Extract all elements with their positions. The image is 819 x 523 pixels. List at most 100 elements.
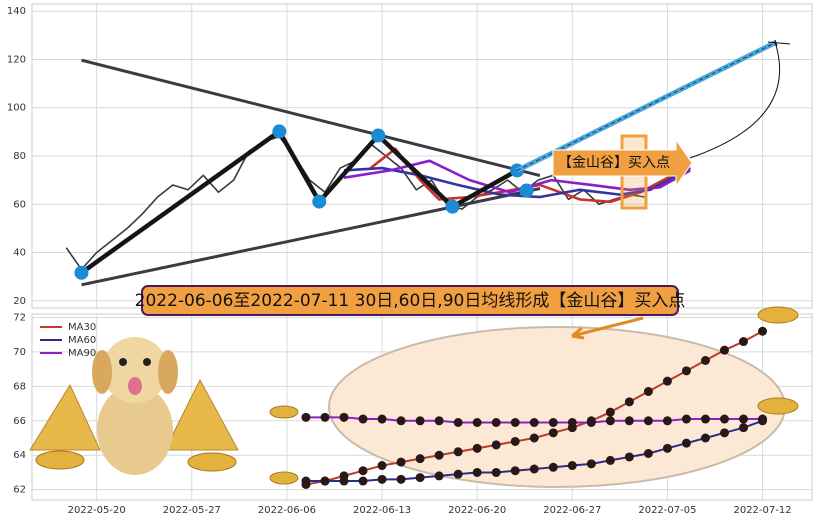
y-tick-label: 68 (13, 381, 26, 392)
buy-callout (552, 138, 693, 188)
ma-point (739, 414, 749, 424)
ma-point (643, 449, 653, 458)
y-tick-label: 72 (13, 312, 26, 323)
y-tick-label: 80 (13, 151, 26, 162)
x-tick-label: 2022-06-20 (448, 505, 506, 516)
ma-point (739, 423, 749, 433)
dog-head (102, 337, 168, 403)
ma-point (529, 464, 539, 474)
ma-point (700, 356, 710, 365)
dog-eye (119, 358, 127, 366)
ma-point (415, 416, 425, 426)
ma-point (358, 466, 368, 476)
x-tick-label: 2022-05-20 (68, 505, 126, 516)
y-tick-label: 60 (13, 199, 26, 210)
trend-line (81, 187, 541, 287)
ma-point (377, 474, 387, 484)
gold-ingot (187, 452, 237, 472)
ma-point (415, 473, 425, 483)
ma-point (339, 412, 349, 422)
ma-point (719, 414, 729, 424)
ma-point (758, 414, 768, 424)
pivot-marker (445, 199, 460, 214)
ma-point (301, 476, 311, 486)
ma-point (377, 414, 387, 424)
x-tick-label: 2022-07-12 (733, 505, 791, 516)
pivot-marker (74, 265, 89, 280)
ma-point (567, 461, 577, 471)
ma-point (548, 418, 558, 427)
y-tick-label: 20 (13, 296, 26, 307)
ma-point (453, 418, 463, 427)
ma-point (339, 476, 349, 486)
ma-point (301, 412, 311, 422)
ma-point (586, 459, 596, 469)
ma-point (624, 397, 634, 407)
ma-point (548, 462, 558, 472)
gold-ingot (757, 306, 799, 324)
trend-line (81, 58, 541, 177)
ma-point (662, 443, 672, 453)
buy-label: 【金山谷】买入点 (558, 155, 670, 171)
ma-point (415, 454, 425, 464)
ma-point (700, 414, 710, 424)
ma-point (662, 416, 672, 426)
ma-point (510, 466, 520, 476)
ma-point (358, 476, 368, 486)
pivot-marker (519, 183, 534, 198)
y-tick-label: 66 (13, 416, 26, 427)
ma-point (758, 326, 768, 336)
end-cap (767, 39, 791, 47)
ma-point (548, 428, 558, 438)
connector-arc (689, 41, 781, 159)
dog-eye (143, 358, 151, 366)
gold-ingot (757, 397, 799, 415)
ma-point (320, 476, 330, 486)
ma-point (605, 407, 615, 417)
x-tick-label: 2022-07-05 (638, 505, 696, 516)
ma-point (567, 418, 577, 427)
y-tick-label: 100 (7, 103, 26, 114)
gold-ingot (269, 471, 299, 485)
ma-point (719, 428, 729, 438)
y-tick-label: 64 (13, 450, 26, 461)
ma-point (491, 440, 501, 450)
ma-point (529, 433, 539, 443)
x-tick-label: 2022-06-06 (258, 505, 316, 516)
ma-point (472, 467, 482, 477)
ma-point (529, 418, 539, 427)
banner-title: 2022-06-06至2022-07-11 30日,60日,90日均线形成【金山… (135, 291, 686, 311)
ma-point (605, 455, 615, 465)
pivot-marker (371, 128, 386, 143)
dog-body (97, 385, 173, 475)
ma-point (491, 467, 501, 477)
gold-pyramid (29, 383, 101, 451)
ma-point (681, 414, 691, 424)
ma-point (700, 433, 710, 443)
x-tick-label: 2022-05-27 (163, 505, 221, 516)
dog-tongue (128, 377, 142, 395)
pivot-marker (272, 124, 287, 139)
ma-point (605, 416, 615, 426)
ma-point (396, 474, 406, 484)
ma-point (453, 447, 463, 457)
gold-pyramid (164, 378, 239, 451)
gold-ingot (269, 405, 299, 419)
x-tick-label: 2022-06-27 (543, 505, 601, 516)
ma-point (643, 387, 653, 396)
ma-point (434, 471, 444, 481)
dog-ear (158, 350, 178, 394)
ma-point (662, 376, 672, 386)
ma-point (396, 457, 406, 467)
banner (141, 285, 679, 316)
ma-point (510, 436, 520, 446)
ma-point (320, 412, 330, 422)
dog-ear (92, 350, 112, 394)
zigzag-line (80, 129, 519, 275)
legend-label: MA60 (68, 335, 96, 346)
y-tick-label: 62 (13, 485, 26, 496)
ma-point (624, 452, 634, 462)
ma-point (681, 438, 691, 448)
ma-point (377, 461, 387, 471)
